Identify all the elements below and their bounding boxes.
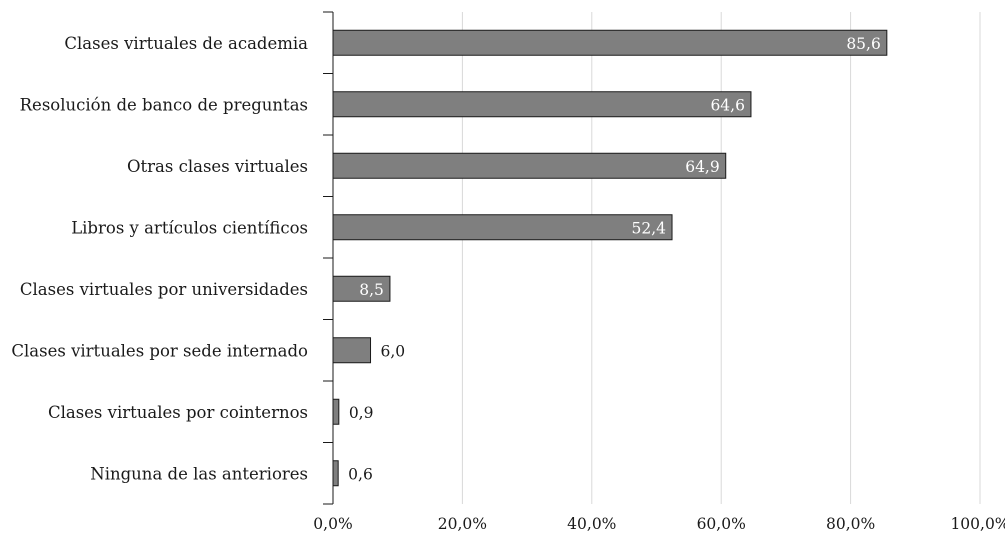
x-tick-label: 0,0%	[313, 515, 352, 533]
category-label: Clases virtuales de academia	[64, 34, 308, 53]
bar	[332, 460, 339, 487]
category-label: Clases virtuales por sede internado	[11, 341, 308, 360]
data-label: 64,6	[710, 96, 745, 114]
data-labels: 85,6 64,6 64,9 52,4 8,5 6,0 0,9 0,6	[348, 35, 881, 484]
data-label: 52,4	[632, 219, 667, 237]
bars	[332, 29, 888, 487]
data-label: 64,9	[685, 158, 720, 176]
data-label: 0,9	[349, 404, 374, 422]
x-tick-label: 40,0%	[567, 515, 616, 533]
bar	[332, 214, 673, 241]
category-label: Ninguna de las anteriores	[90, 464, 308, 483]
x-tick-label: 60,0%	[697, 515, 746, 533]
axes	[323, 11, 334, 505]
bar	[332, 91, 752, 118]
category-label: Clases virtuales por universidades	[20, 280, 308, 299]
bar	[332, 152, 727, 179]
bar	[332, 29, 888, 56]
grid-lines	[461, 12, 981, 504]
bar	[332, 398, 340, 425]
category-label: Libros y artículos científicos	[71, 218, 308, 237]
category-label: Otras clases virtuales	[127, 157, 308, 176]
data-label: 85,6	[846, 35, 881, 53]
category-label: Resolución de banco de preguntas	[20, 95, 308, 114]
data-label: 8,5	[359, 281, 384, 299]
bar	[332, 275, 391, 302]
x-tick-label: 80,0%	[826, 515, 875, 533]
x-tick-labels: 0,0% 20,0% 40,0% 60,0% 80,0% 100,0%	[313, 515, 1005, 533]
category-label: Clases virtuales por cointernos	[48, 403, 308, 422]
data-label: 0,6	[348, 465, 373, 483]
bar	[332, 337, 372, 364]
category-labels: Clases virtuales de academia Resolución d…	[11, 34, 308, 484]
x-tick-label: 20,0%	[438, 515, 487, 533]
data-label: 6,0	[381, 342, 406, 360]
x-tick-label: 100,0%	[950, 515, 1005, 533]
